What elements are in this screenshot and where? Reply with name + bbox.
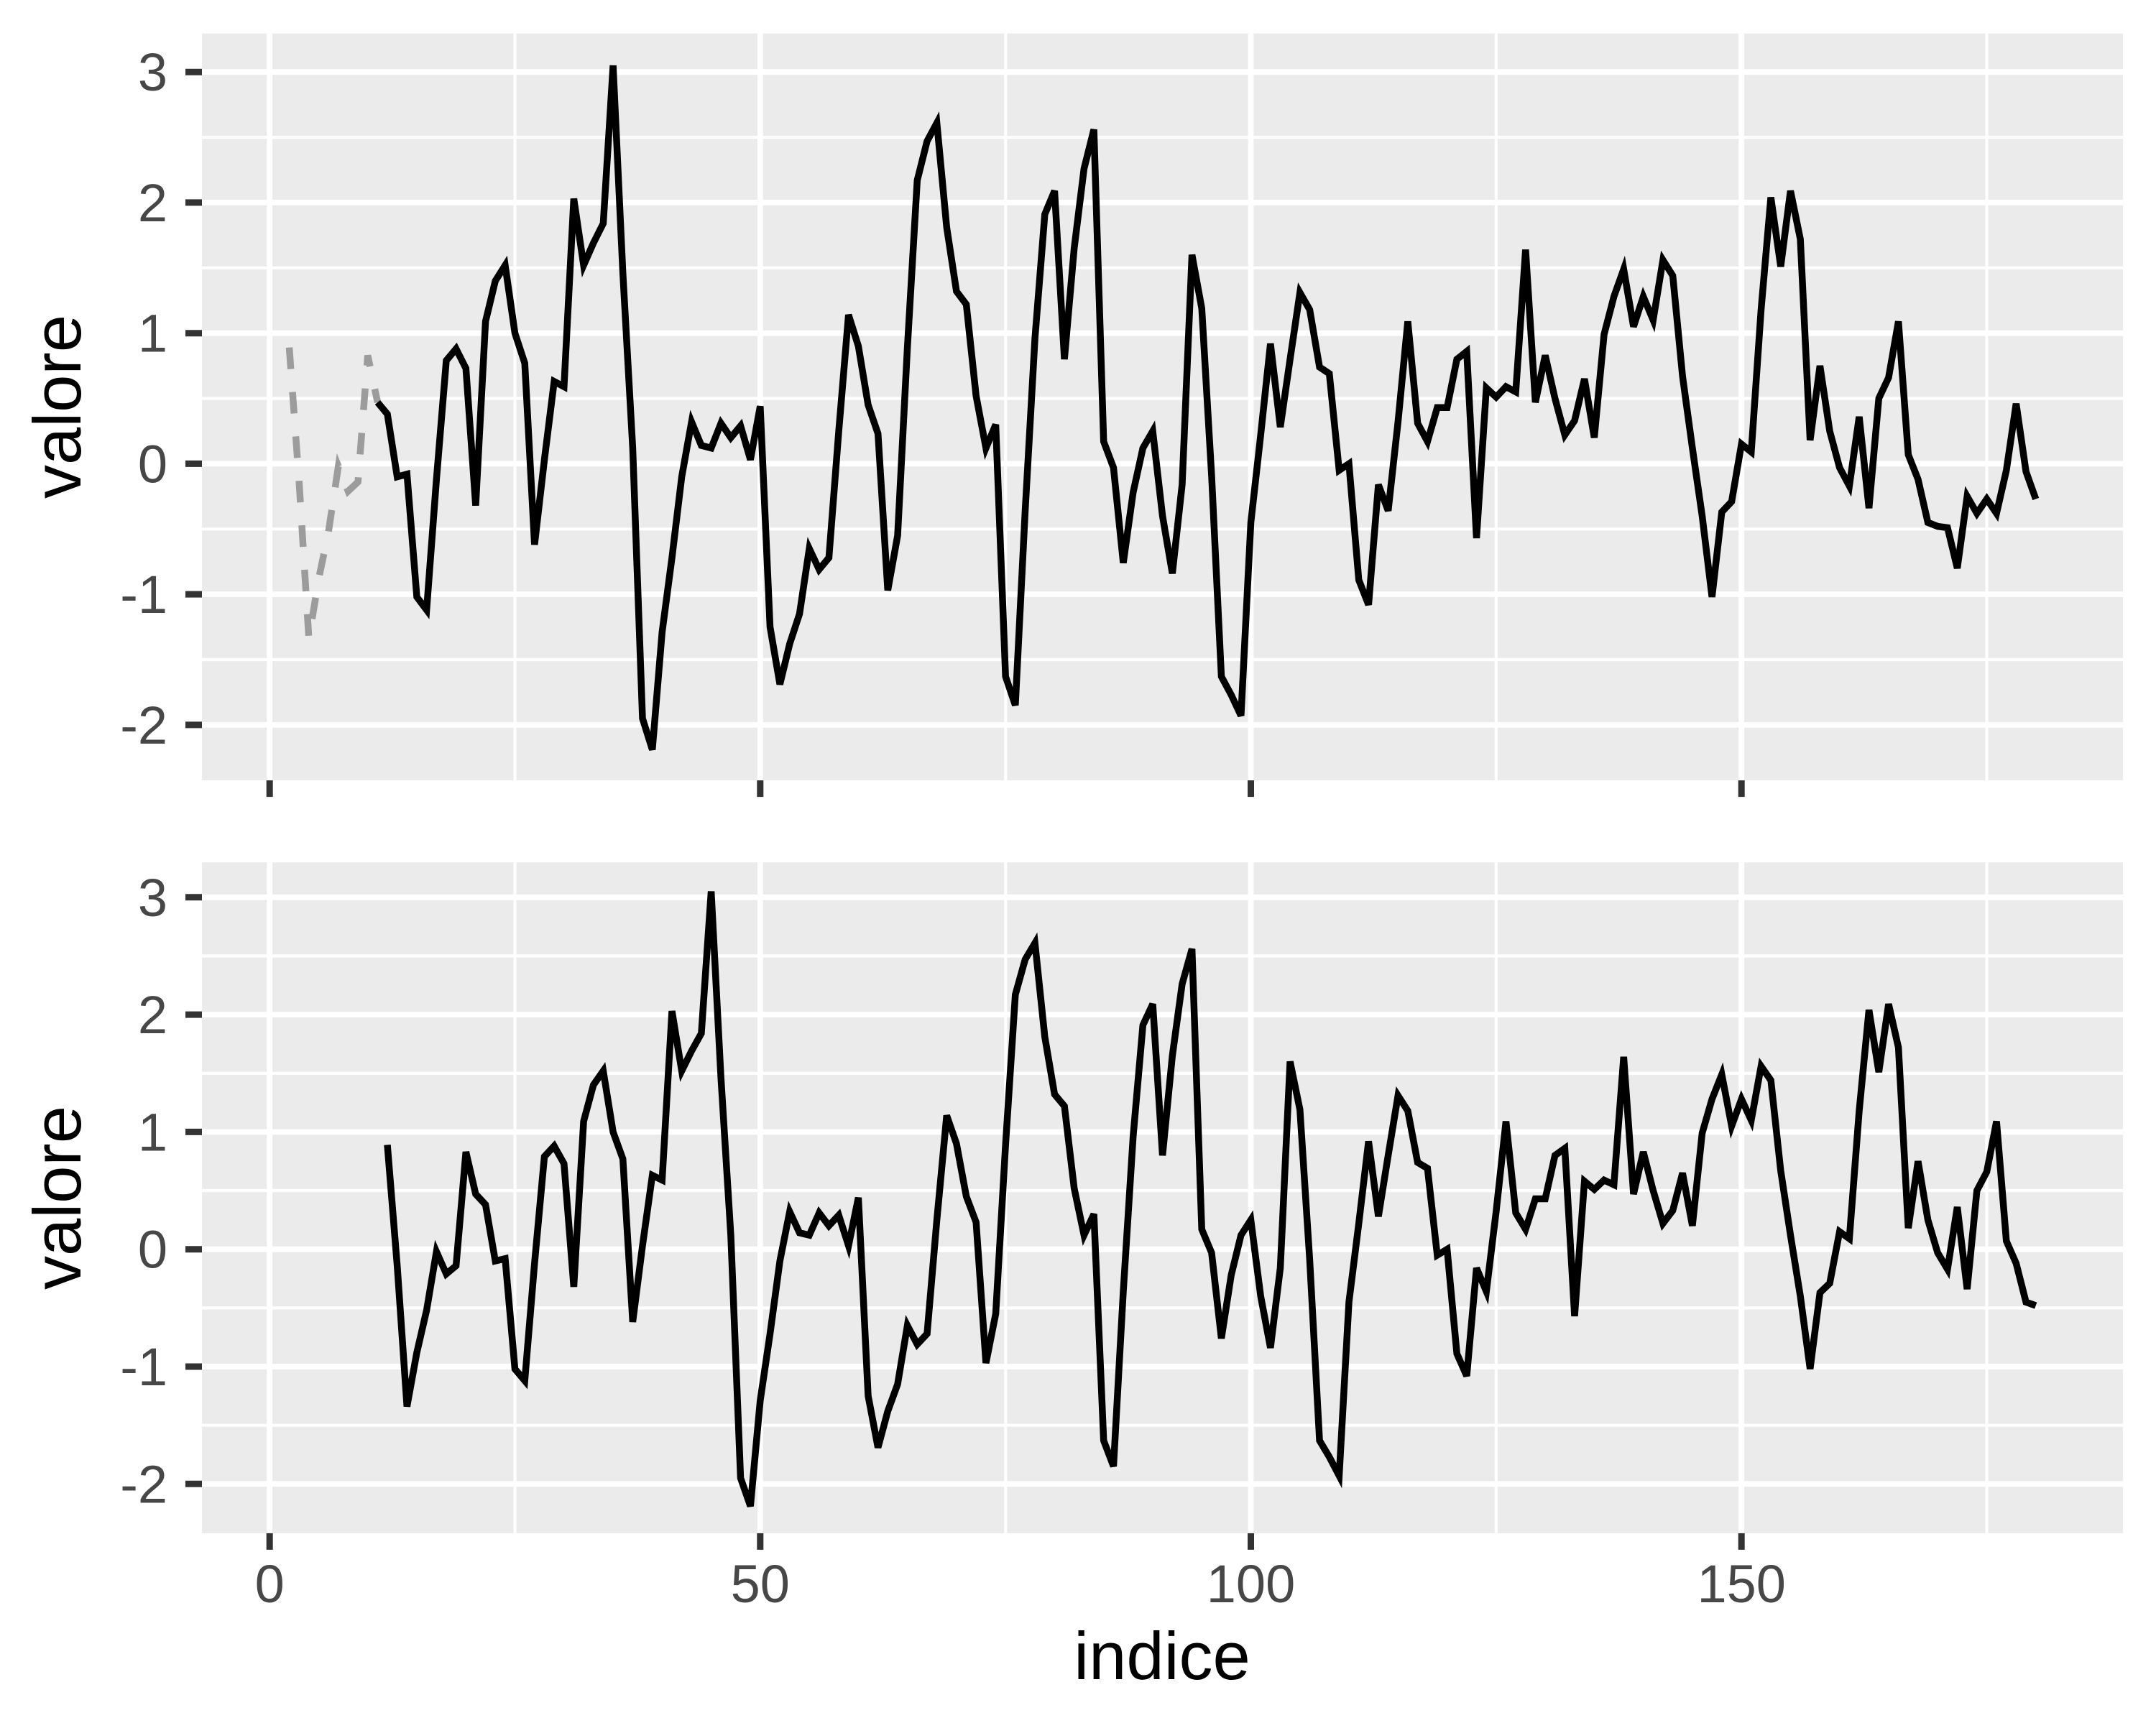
svg-text:-1: -1 xyxy=(120,1337,167,1397)
svg-text:0: 0 xyxy=(255,1554,285,1614)
svg-text:0: 0 xyxy=(138,1220,167,1280)
svg-text:-2: -2 xyxy=(120,1454,167,1514)
svg-text:-2: -2 xyxy=(120,696,167,755)
svg-text:-1: -1 xyxy=(120,565,167,624)
svg-text:valore: valore xyxy=(19,315,95,499)
svg-text:3: 3 xyxy=(138,868,167,928)
svg-text:2: 2 xyxy=(138,985,167,1045)
svg-text:1: 1 xyxy=(138,304,167,364)
svg-text:100: 100 xyxy=(1207,1554,1295,1614)
svg-text:2: 2 xyxy=(138,173,167,233)
svg-text:3: 3 xyxy=(138,42,167,102)
svg-text:indice: indice xyxy=(1074,1618,1250,1694)
svg-text:50: 50 xyxy=(731,1554,790,1614)
svg-text:0: 0 xyxy=(138,434,167,494)
svg-text:150: 150 xyxy=(1697,1554,1785,1614)
svg-text:valore: valore xyxy=(19,1106,95,1290)
svg-text:1: 1 xyxy=(138,1102,167,1162)
